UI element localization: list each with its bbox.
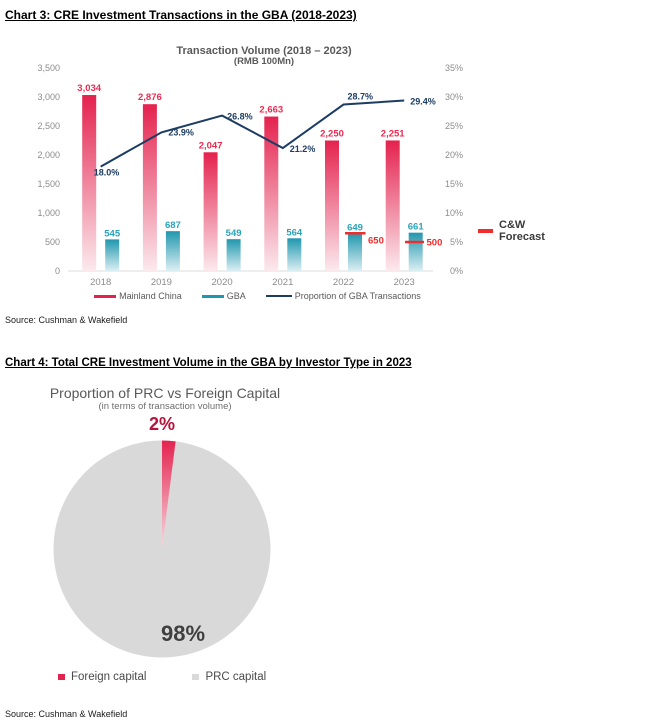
chart4-pie	[53, 440, 271, 658]
line-label-2018: 18.0%	[94, 168, 120, 178]
bar-mainland-2022	[325, 140, 339, 271]
bar-gba-2019	[165, 231, 180, 271]
left-axis-tick: 3,000	[37, 92, 60, 102]
chart3-title-line1: Transaction Volume (2018 – 2023)	[176, 45, 352, 57]
legend-item-gba: GBA	[201, 291, 246, 301]
legend-item-foreign-capital: Foreign capital	[58, 671, 146, 683]
right-axis-tick: 30%	[445, 92, 463, 102]
cw-forecast-swatch	[478, 229, 493, 233]
gba-label: GBA	[226, 291, 246, 301]
left-axis-tick: 1,500	[37, 179, 60, 189]
right-axis-tick: 5%	[450, 237, 463, 247]
pie-slice-foreign-capital	[162, 440, 176, 549]
left-axis-tick: 2,000	[37, 150, 60, 160]
chart3-heading: Chart 3: CRE Investment Transactions in …	[5, 8, 357, 22]
chart4-legend: Foreign capital PRC capital	[58, 671, 266, 683]
prc-capital-label: PRC capital	[205, 671, 267, 683]
bar-label-mainland-2018: 3,034	[77, 83, 101, 94]
right-axis-tick: 10%	[445, 208, 463, 218]
foreign-capital-label: Foreign capital	[71, 671, 147, 683]
right-axis-tick: 20%	[445, 150, 463, 160]
chart3-legend: Mainland China GBA Proportion of GBA Tra…	[60, 291, 455, 301]
gba-swatch	[201, 294, 224, 298]
bar-label-gba-2023: 661	[408, 222, 425, 233]
chart3-plot: 0 500 1,000 1,500 2,000 2,500 3,000 3,500 0% 5% 10…	[37, 63, 463, 288]
right-axis-tick: 35%	[445, 63, 463, 73]
legend-item-proportion: Proportion of GBA Transactions	[265, 291, 421, 301]
left-axis-tick: 1,000	[37, 208, 60, 218]
bar-mainland-2018	[82, 95, 97, 271]
bar-mainland-2021	[264, 116, 279, 272]
bar-gba-2021	[287, 238, 302, 271]
line-label-2021: 21.2%	[290, 144, 316, 154]
bar-label-gba-2020: 549	[226, 228, 242, 239]
bar-label-mainland-2021: 2,663	[259, 105, 283, 116]
legend-item-mainland-china: Mainland China	[94, 291, 182, 301]
forecast-label-2023: 500	[427, 238, 443, 249]
left-axis-tick: 0	[55, 266, 60, 276]
proportion-line-swatch	[265, 294, 292, 298]
line-label-2019: 23.9%	[168, 127, 194, 137]
chart4-heading: Chart 4: Total CRE Investment Volume in …	[5, 357, 412, 369]
x-axis-category: 2021	[272, 277, 293, 288]
left-axis-tick: 2,500	[37, 121, 60, 131]
bar-label-mainland-2020: 2,047	[199, 140, 223, 151]
mainland-china-swatch	[94, 294, 117, 298]
right-axis-tick: 25%	[445, 121, 463, 131]
bar-label-mainland-2022: 2,250	[320, 129, 344, 140]
chart3-title: Transaction Volume (2018 – 2023) (RMB 10…	[114, 45, 414, 67]
proportion-line	[100, 99, 405, 168]
pie-foreign-percent-label: 2%	[148, 414, 175, 434]
chart3-title-line2: (RMB 100Mn)	[233, 56, 295, 67]
legend-item-prc-capital: PRC capital	[192, 671, 266, 683]
line-label-2022: 28.7%	[348, 92, 374, 102]
bar-label-gba-2018: 545	[104, 228, 121, 239]
line-label-2023: 29.4%	[410, 96, 436, 106]
x-axis-category: 2019	[151, 277, 172, 288]
bar-label-gba-2022: 649	[347, 222, 363, 233]
cw-forecast-legend: C&W Forecast	[478, 219, 545, 243]
right-axis-tick: 15%	[445, 179, 463, 189]
foreign-capital-swatch	[58, 674, 65, 680]
bar-label-mainland-2019: 2,876	[138, 92, 162, 103]
x-axis-category: 2023	[394, 277, 415, 288]
left-axis-tick: 500	[45, 237, 60, 247]
chart4-title-line2: (in terms of transaction volume)	[98, 401, 232, 412]
line-label-2020: 26.8%	[227, 112, 253, 122]
bar-label-mainland-2023: 2,251	[381, 128, 405, 139]
chart4-title: Proportion of PRC vs Foreign Capital (in…	[0, 385, 330, 413]
chart4-source: Source: Cushman & Wakefield	[5, 709, 128, 719]
pie-prc-percent-label: 98%	[160, 621, 206, 646]
forecast-label-2022: 650	[368, 235, 384, 246]
chart3-source: Source: Cushman & Wakefield	[5, 315, 128, 325]
bar-label-gba-2021: 564	[286, 227, 303, 238]
x-axis-category: 2020	[212, 277, 233, 288]
bar-mainland-2020	[203, 152, 218, 271]
mainland-china-label: Mainland China	[119, 291, 182, 301]
bar-label-gba-2019: 687	[165, 220, 181, 231]
chart4-title-line1: Proportion of PRC vs Foreign Capital	[49, 385, 281, 401]
proportion-label: Proportion of GBA Transactions	[294, 291, 421, 301]
bar-gba-2023	[408, 232, 423, 271]
bar-gba-2022	[348, 233, 362, 271]
x-axis-category: 2022	[333, 277, 354, 288]
bar-gba-2020	[226, 239, 241, 271]
cw-forecast-label: C&W Forecast	[499, 219, 545, 243]
right-axis-tick: 0%	[450, 266, 463, 276]
left-axis-tick: 3,500	[37, 63, 60, 73]
prc-capital-swatch	[192, 674, 200, 680]
bar-gba-2018	[105, 239, 120, 271]
bar-mainland-2019	[142, 104, 157, 271]
x-axis-category: 2018	[90, 277, 111, 288]
bar-mainland-2023	[385, 140, 400, 271]
